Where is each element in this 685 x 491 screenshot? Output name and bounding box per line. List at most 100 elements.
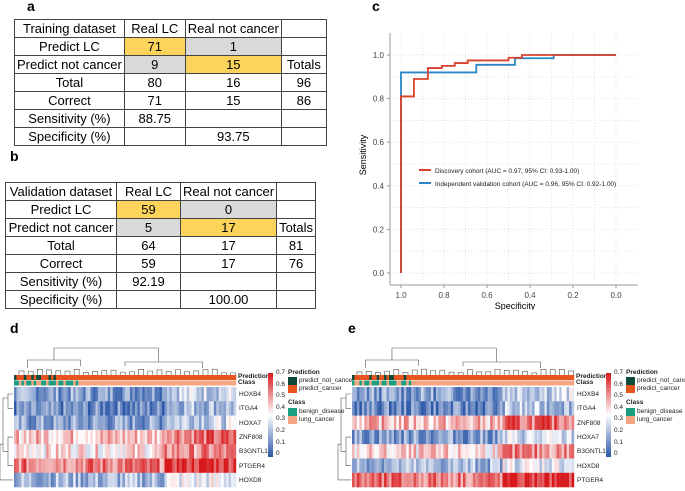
- heatmap-cell: [169, 444, 173, 459]
- heatmap-cell: [502, 429, 506, 445]
- class-cell: [529, 380, 533, 386]
- heatmap-cell: [537, 444, 540, 459]
- heatmap-cell: [433, 401, 437, 416]
- heatmap-cell: [206, 472, 210, 488]
- heatmap-cell: [465, 472, 469, 488]
- heatmap-cell: [514, 444, 518, 459]
- heatmap-cell: [440, 472, 444, 488]
- prediction-cell: [162, 375, 165, 380]
- heatmap-cell: [55, 415, 59, 431]
- class-cell: [199, 380, 202, 386]
- heatmap-cell: [426, 401, 429, 416]
- heatmap-cell: [361, 472, 365, 488]
- heatmap-cell: [440, 401, 444, 416]
- prediction-cell: [467, 375, 471, 380]
- heatmap-cell: [430, 429, 434, 445]
- heatmap-cell: [31, 472, 34, 488]
- heatmap-cell: [435, 415, 439, 431]
- prediction-cell: [199, 375, 202, 380]
- heatmap-cell: [398, 458, 402, 473]
- heatmap-cell: [191, 429, 195, 445]
- heatmap-cell: [152, 387, 155, 402]
- prediction-cell: [465, 375, 469, 380]
- x-tick-label: 0.4: [524, 291, 536, 300]
- heatmap-cell: [211, 387, 214, 402]
- heatmap-cell: [23, 387, 27, 402]
- heatmap-cell: [443, 458, 446, 473]
- heatmap-cell: [21, 458, 25, 473]
- heatmap-cell: [541, 444, 545, 459]
- heatmap-cell: [117, 401, 121, 416]
- heatmap-cell: [524, 401, 528, 416]
- prediction-cell: [213, 375, 217, 380]
- heatmap-cell: [386, 472, 390, 488]
- heatmap-cell: [152, 472, 155, 488]
- heatmap-cell: [556, 429, 560, 445]
- prediction-cell: [359, 375, 363, 380]
- prediction-cell: [361, 375, 365, 380]
- heatmap-cell: [445, 387, 449, 402]
- prediction-cell: [88, 375, 91, 380]
- heatmap-cell: [95, 415, 99, 431]
- heatmap-cell: [189, 472, 192, 488]
- class-cell: [495, 380, 498, 386]
- heatmap-cell: [453, 387, 456, 402]
- prediction-cell: [445, 375, 449, 380]
- heatmap-cell: [393, 415, 397, 431]
- heatmap-cell: [509, 458, 513, 473]
- class-cell: [418, 380, 422, 386]
- legend-item: predict_cancer: [299, 385, 342, 392]
- class-cell: [100, 380, 103, 386]
- class-cell: [231, 380, 234, 386]
- gene-label: B3GNTL1: [239, 448, 268, 456]
- row-dendrogram: [0, 393, 13, 481]
- heatmap-cell: [529, 415, 533, 431]
- heatmap-cell: [381, 415, 385, 431]
- heatmap-cell: [70, 387, 74, 402]
- heatmap-cell: [43, 387, 47, 402]
- prediction-cell: [495, 375, 498, 380]
- heatmap-cell: [477, 387, 481, 402]
- heatmap-cell: [455, 429, 459, 445]
- heatmap-cell: [169, 458, 173, 473]
- heatmap-cell: [495, 415, 498, 431]
- heatmap-cell: [105, 401, 108, 416]
- heatmap-cell: [117, 458, 121, 473]
- prediction-cell: [120, 375, 123, 380]
- heatmap-cell: [386, 401, 390, 416]
- heatmap-cell: [31, 429, 34, 445]
- heatmap-cell: [73, 458, 76, 473]
- heatmap-cell: [21, 444, 25, 459]
- heatmap-cell: [90, 415, 94, 431]
- heatmap-cell: [191, 472, 195, 488]
- heatmap-cell: [554, 387, 557, 402]
- prediction-cell: [384, 375, 387, 380]
- heatmap-cell: [438, 415, 441, 431]
- prediction-cell: [186, 375, 190, 380]
- heatmap-cell: [117, 429, 121, 445]
- heatmap-cell: [416, 444, 419, 459]
- prediction-cell: [411, 375, 414, 380]
- heatmap-cell: [504, 458, 508, 473]
- heatmap-cell: [139, 387, 143, 402]
- heatmap-cell: [403, 472, 407, 488]
- heatmap-cell: [203, 429, 207, 445]
- heatmap-cell: [48, 444, 52, 459]
- heatmap-cell: [356, 458, 360, 473]
- heatmap-cell: [112, 472, 116, 488]
- prediction-cell: [55, 375, 59, 380]
- prediction-cell: [51, 375, 54, 380]
- heatmap-cell: [117, 415, 121, 431]
- class-cell: [149, 380, 153, 386]
- heatmap-cell: [122, 401, 126, 416]
- heatmap-cell: [95, 472, 99, 488]
- prediction-cell: [470, 375, 474, 380]
- prediction-cell: [73, 375, 76, 380]
- heatmap-cell: [571, 458, 575, 473]
- heatmap-cell: [83, 401, 86, 416]
- heatmap-cell: [92, 472, 96, 488]
- heatmap-cell: [92, 387, 96, 402]
- heatmap-cell: [376, 458, 380, 473]
- class-cell: [354, 380, 358, 386]
- prediction-cell: [95, 375, 99, 380]
